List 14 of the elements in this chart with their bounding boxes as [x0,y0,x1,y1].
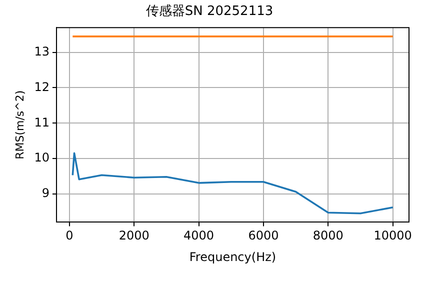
x-tick-label: 6000 [248,228,279,243]
x-tick-label: 4000 [184,228,214,243]
y-tick-label: 11 [34,115,50,130]
chart-title: 传感器SN 20252113 [146,4,274,20]
x-tick-label: 10000 [374,228,412,243]
x-tick-label: 8000 [312,228,344,243]
y-tick-label: 12 [34,80,50,94]
x-tick-label: 0 [66,228,74,243]
y-tick-label: 10 [34,150,50,165]
y-tick-label: 13 [34,44,50,58]
y-axis-title: RMS(m/s^2) [13,90,26,160]
x-tick-label: 2000 [118,228,150,243]
x-axis-title: Frequency(Hz) [189,250,276,264]
y-tick-label: 9 [42,186,50,200]
